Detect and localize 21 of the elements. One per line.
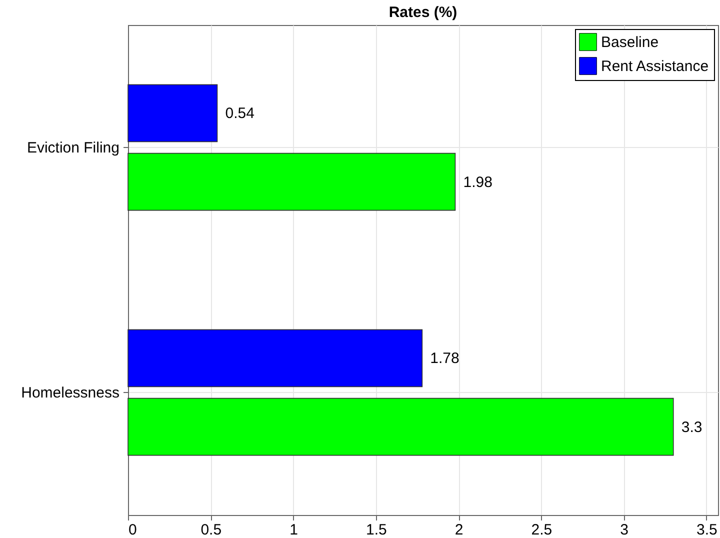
bar xyxy=(128,398,674,456)
bar xyxy=(128,152,456,211)
x-tick-label: 3 xyxy=(620,522,628,538)
x-tick-label: 0 xyxy=(128,522,137,538)
y-tick-label: Homelessness xyxy=(21,384,120,402)
data-label: 3.3 xyxy=(681,418,702,436)
bar xyxy=(128,84,218,142)
x-tick-label: 1.5 xyxy=(366,522,387,538)
bar xyxy=(128,329,423,388)
data-label: 1.78 xyxy=(430,350,460,368)
x-tick-label: 0.5 xyxy=(200,522,222,538)
chart-title: Rates (%) xyxy=(388,4,458,21)
data-label: 1.98 xyxy=(463,174,492,191)
data-label: 0.54 xyxy=(225,105,254,122)
x-tick-label: 2.5 xyxy=(531,522,552,538)
x-tick-label: 3.5 xyxy=(696,522,718,538)
legend-label: Rent Assistance xyxy=(601,58,709,75)
x-tick-label: 2 xyxy=(454,522,464,538)
legend-label: Baseline xyxy=(601,34,659,51)
y-tick-label: Eviction Filing xyxy=(26,140,120,156)
x-tick-label: 1 xyxy=(290,522,298,538)
